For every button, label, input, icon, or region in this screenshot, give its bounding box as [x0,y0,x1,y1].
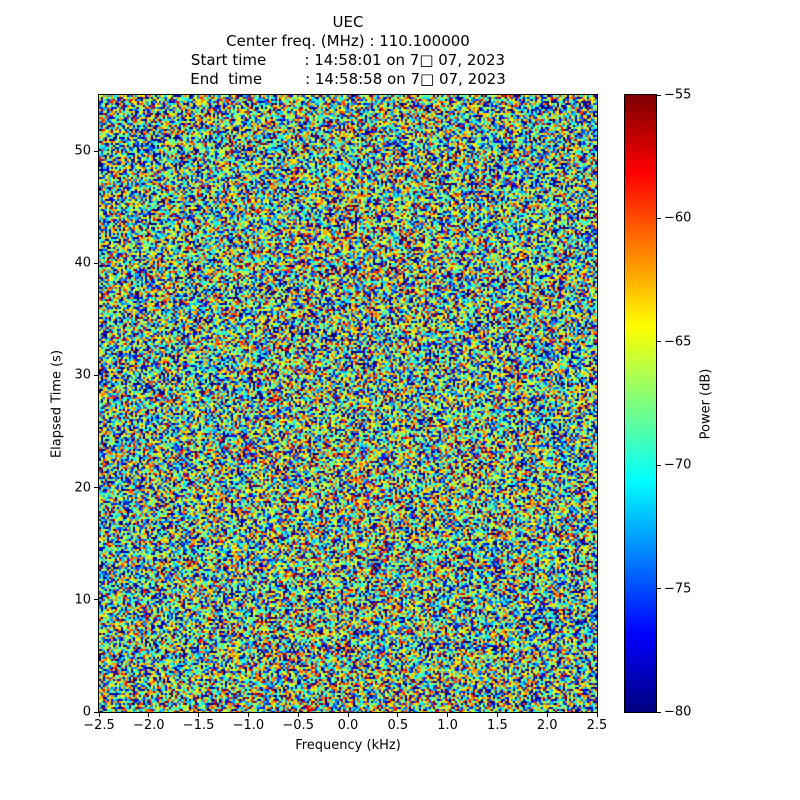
colorbar-tick-label: −60 [664,210,692,226]
colorbar-label: Power (dB) [698,368,714,440]
x-tick-label: −0.5 [282,718,314,733]
y-tick-label: 30 [74,367,91,383]
x-tick-label: 0.0 [337,718,359,733]
colorbar-tick-mark [657,341,661,343]
x-tick-label: −2.0 [133,718,165,733]
y-tick-mark [94,262,98,264]
colorbar-tick-label: −75 [664,581,692,597]
x-tick-label: 2.5 [586,718,608,733]
x-tick-label: −2.5 [83,718,115,733]
x-tick-mark [148,713,150,717]
x-tick-label: −1.5 [182,718,215,733]
center-freq-line: Center freq. (MHz) : 110.100000 [226,32,470,50]
colorbar-tick-label: −55 [664,87,692,103]
y-tick-label: 0 [82,704,91,720]
x-tick-label: 0.5 [387,718,409,733]
colorbar-tick-label: −70 [664,457,692,473]
x-tick-mark [347,713,349,717]
y-tick-label: 50 [74,143,91,159]
x-tick-mark [596,713,598,717]
y-tick-mark [94,374,98,376]
y-tick-mark [94,487,98,489]
x-tick-mark [546,713,548,717]
colorbar-tick-label: −65 [664,334,692,350]
y-tick-label: 40 [74,255,91,271]
x-axis-label: Frequency (kHz) [295,738,401,753]
x-tick-mark [297,713,299,717]
x-tick-mark [397,713,399,717]
x-tick-label: 1.5 [487,718,508,733]
colorbar-tick-mark [657,94,661,96]
colorbar-tick-mark [657,217,661,219]
start-time-line: Start time : 14:58:01 on 7□ 07, 2023 [190,51,506,69]
x-tick-mark [198,713,200,717]
x-tick-label: 2.0 [536,718,558,733]
end-time-line: End time : 14:58:58 on 7□ 07, 2023 [190,70,506,88]
colorbar-canvas [625,95,656,712]
plot-title: UEC [332,13,364,31]
title-block: UEC Center freq. (MHz) : 110.100000 Star… [99,13,597,89]
y-tick-label: 20 [74,480,91,496]
colorbar-tick-label: −80 [664,704,692,720]
colorbar-tick-mark [657,711,661,713]
x-tick-mark [447,713,449,717]
x-tick-label: −1.0 [232,718,265,733]
x-tick-mark [496,713,498,717]
y-axis-label: Elapsed Time (s) [49,349,65,459]
x-tick-label: 1.0 [437,718,458,733]
y-tick-mark [94,150,98,152]
x-tick-mark [98,713,100,717]
spectrogram-canvas [99,95,597,712]
y-tick-mark [94,711,98,713]
y-tick-label: 10 [74,592,91,608]
colorbar-tick-mark [657,464,661,466]
x-tick-mark [247,713,249,717]
colorbar-tick-mark [657,588,661,590]
y-tick-mark [94,599,98,601]
